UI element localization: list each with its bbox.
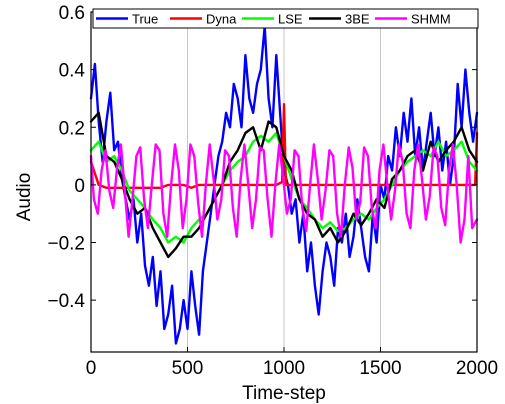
series-line-true [89,25,479,345]
legend-label-shmm: SHMM [411,12,451,27]
legend-label-3be: 3BE [345,12,370,27]
axis-ticks: 0 500 1000 1500 2000 −0.4 −0.2 0 0.2 0.4 0.6 [47,3,498,379]
legend-label-dyna: Dyna [206,12,237,27]
x-tick-label: 1500 [359,358,401,379]
legend: True Dyna LSE 3BE SHMM [92,8,479,29]
y-tick-label: 0 [74,176,85,197]
legend-label-lse: LSE [278,12,303,27]
x-tick-label: 0 [86,358,97,379]
y-tick-label: −0.2 [47,234,85,255]
x-tick-label: 2000 [456,358,498,379]
y-axis-title: Audio [14,173,35,222]
x-tick-label: 500 [172,358,204,379]
legend-box [92,8,479,29]
x-axis-title: Time-step [242,383,326,404]
y-tick-label: 0.4 [59,61,86,82]
series-line-dyna [89,102,479,190]
y-tick-label: 0.6 [59,3,85,24]
legend-label-true: True [132,12,158,27]
series-lines [89,25,479,345]
x-tick-label: 1000 [263,358,305,379]
series-line-shmm [89,143,479,244]
y-tick-label: 0.2 [59,118,85,139]
series-line-3be [89,111,479,259]
y-tick-label: −0.4 [47,291,85,312]
